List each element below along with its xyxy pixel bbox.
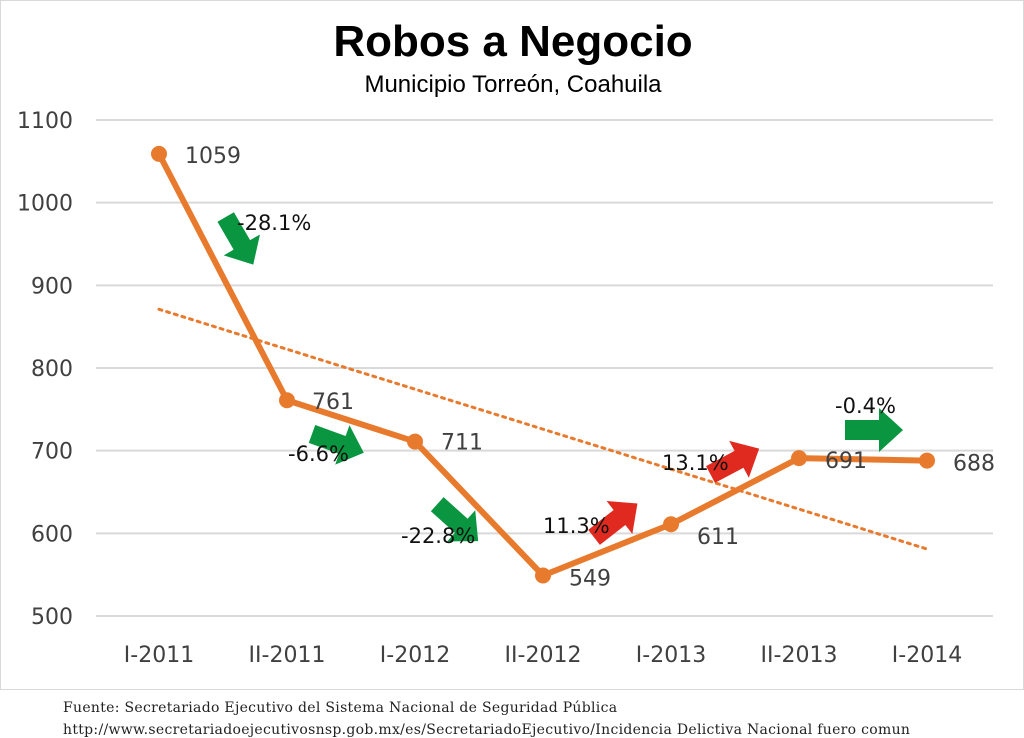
change-arrow	[845, 408, 903, 452]
data-point	[407, 433, 423, 450]
data-point	[535, 567, 551, 584]
trendline	[157, 307, 929, 551]
data-label: 549	[569, 566, 611, 591]
chart-title: Robos a Negocio	[333, 17, 693, 66]
x-tick-label: I-2011	[124, 643, 194, 668]
change-label: -0.4%	[835, 394, 896, 418]
source-text: Fuente: Secretariado Ejecutivo del Siste…	[63, 700, 618, 716]
y-tick-label: 900	[31, 274, 73, 299]
data-label: 691	[825, 449, 867, 474]
change-arrow	[588, 501, 638, 545]
change-arrow	[308, 424, 364, 465]
data-point	[791, 450, 807, 467]
line-chart: 500 600 700 800 900 1000 1100 I-2011 II-2011 I-20…	[17, 109, 995, 668]
data-point	[151, 145, 167, 162]
arrow-shape	[845, 408, 903, 452]
change-label: 11.3%	[543, 514, 610, 538]
change-label: 13.1%	[662, 451, 729, 475]
data-point	[919, 452, 935, 469]
y-tick-label: 1100	[17, 109, 73, 134]
data-point	[279, 392, 295, 409]
x-tick-label: I-2013	[636, 643, 706, 668]
x-tick-label: II-2012	[505, 643, 582, 668]
arrow-shape	[706, 440, 760, 483]
x-tick-label: II-2013	[761, 643, 838, 668]
change-label: -22.8%	[401, 524, 475, 548]
data-label: 761	[312, 390, 354, 415]
arrow-shape	[588, 501, 638, 545]
x-tick-label: I-2012	[380, 643, 450, 668]
y-tick-label: 600	[31, 522, 73, 547]
data-label: 711	[441, 431, 483, 456]
x-tick-label: II-2011	[249, 643, 326, 668]
arrow-shape	[308, 424, 364, 465]
y-tick-label: 800	[31, 357, 73, 382]
y-tick-label: 500	[31, 605, 73, 630]
change-arrow	[217, 212, 260, 265]
data-label: 688	[953, 452, 995, 477]
data-point	[663, 516, 679, 533]
chart-subtitle: Municipio Torreón, Coahuila	[364, 71, 662, 98]
data-label: 611	[697, 525, 739, 550]
arrow-shape	[430, 497, 479, 542]
change-label: -6.6%	[288, 442, 349, 466]
y-tick-label: 700	[31, 440, 73, 465]
source-url: http://www.secretariadoejecutivosnsp.gob…	[63, 722, 911, 738]
change-arrow	[706, 440, 760, 483]
y-tick-label: 1000	[17, 192, 73, 217]
x-tick-label: I-2014	[892, 643, 962, 668]
data-label: 1059	[185, 144, 241, 169]
chart-area: Robos a Negocio Municipio Torreón, Coahu…	[0, 0, 1024, 690]
change-arrow	[430, 497, 479, 542]
arrow-shape	[217, 212, 260, 265]
change-label: -28.1%	[237, 211, 311, 235]
